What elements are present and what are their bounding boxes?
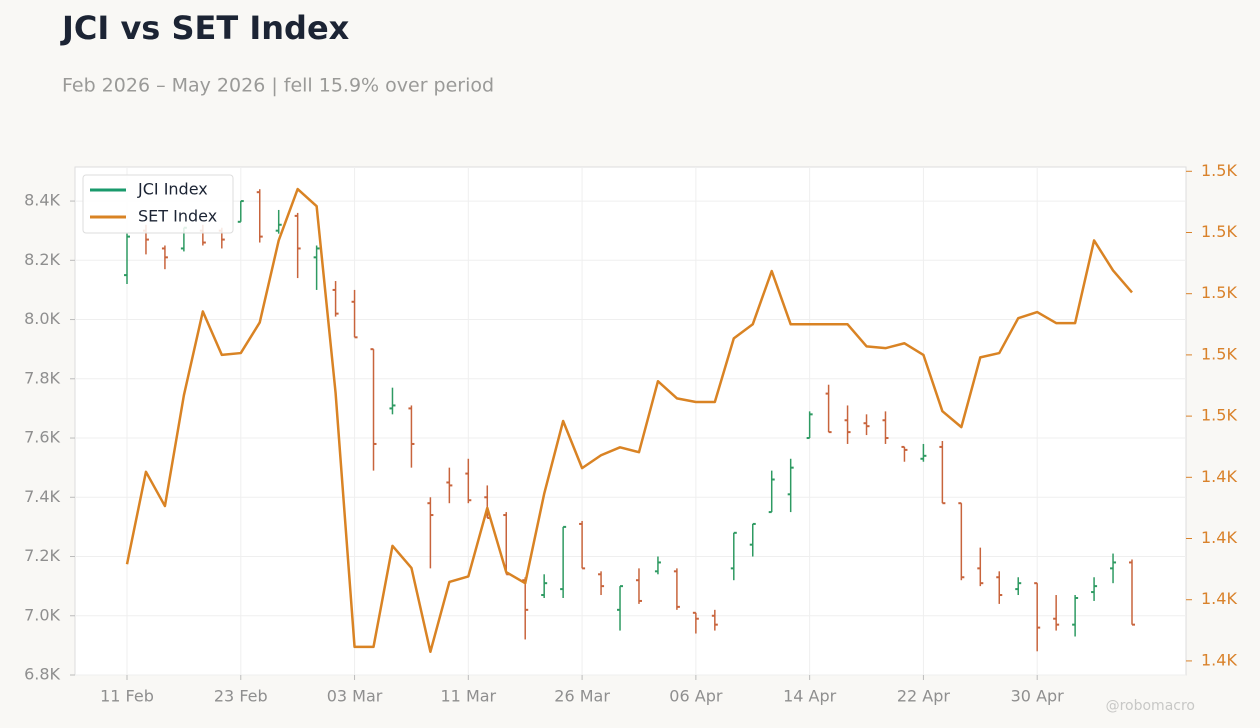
- y2-tick-label: 1.4K: [1201, 528, 1237, 547]
- x-tick-label: 11 Feb: [100, 687, 154, 706]
- x-tick-label: 30 Apr: [1011, 687, 1065, 706]
- x-tick-label: 23 Feb: [214, 687, 268, 706]
- y-tick-label: 6.8K: [24, 665, 60, 684]
- y2-tick-label: 1.5K: [1201, 161, 1237, 180]
- legend-label: JCI Index: [137, 180, 208, 199]
- x-tick-label: 11 Mar: [441, 687, 497, 706]
- watermark: @robomacro: [1106, 698, 1195, 714]
- y-tick-label: 8.4K: [24, 191, 60, 210]
- y2-tick-label: 1.4K: [1201, 467, 1237, 486]
- y-tick-label: 7.8K: [24, 368, 60, 387]
- line-series: [125, 187, 1133, 653]
- x-tick-label: 22 Apr: [897, 687, 951, 706]
- y-tick-label: 7.0K: [24, 605, 60, 624]
- plot-area: [74, 166, 1187, 676]
- y2-tick-label: 1.4K: [1201, 650, 1237, 669]
- y2-tick-label: 1.5K: [1201, 283, 1237, 302]
- legend-label: SET Index: [138, 207, 217, 226]
- chart-title: JCI vs SET Index: [60, 9, 350, 47]
- y-tick-label: 8.2K: [24, 250, 60, 269]
- x-tick-label: 14 Apr: [783, 687, 837, 706]
- y-tick-label: 7.4K: [24, 487, 60, 506]
- y2-tick-label: 1.4K: [1201, 589, 1237, 608]
- y-tick-label: 7.2K: [24, 546, 60, 565]
- chart-subtitle: Feb 2026 – May 2026 | fell 15.9% over pe…: [62, 75, 494, 97]
- x-tick-label: 03 Mar: [327, 687, 383, 706]
- y-tick-label: 8.0K: [24, 309, 60, 328]
- x-tick-label: 26 Mar: [554, 687, 610, 706]
- y2-tick-label: 1.5K: [1201, 406, 1237, 425]
- y2-tick-label: 1.5K: [1201, 344, 1237, 363]
- x-tick-label: 06 Apr: [669, 687, 723, 706]
- y2-tick-label: 1.5K: [1201, 222, 1237, 241]
- y-tick-label: 7.6K: [24, 428, 60, 447]
